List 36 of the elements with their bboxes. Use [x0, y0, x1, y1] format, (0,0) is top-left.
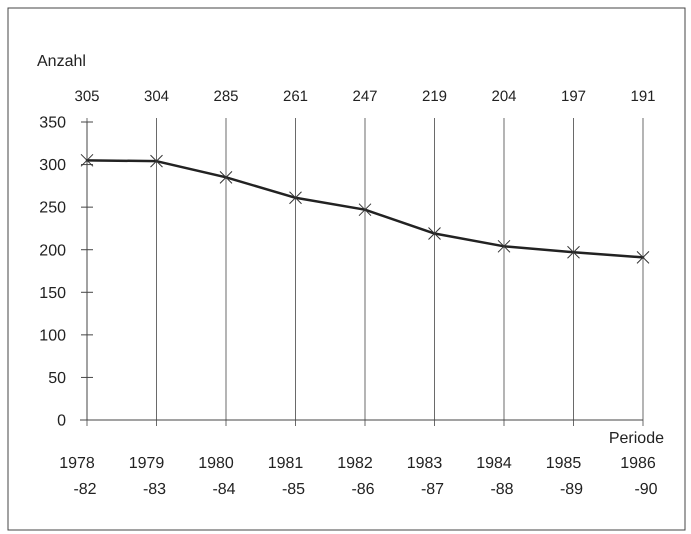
x-axis-title: Periode: [608, 430, 664, 447]
point: [150, 154, 163, 168]
point: [498, 240, 510, 253]
y-tick-label: 350: [39, 114, 66, 132]
data-label: 285: [213, 88, 239, 105]
x-tick-label: 1983 -87: [406, 455, 444, 498]
data-label: 197: [560, 88, 586, 105]
y-tick-label: 250: [39, 200, 66, 217]
y-tick-label: 100: [39, 327, 66, 344]
x-tick-label: 1978 -82: [59, 455, 97, 498]
data-label: 247: [352, 88, 378, 105]
x-tick-label: 1979 -83: [128, 455, 166, 498]
x-tick-label: 1982 -86: [337, 455, 375, 498]
y-axis-title: Anzahl: [37, 53, 86, 70]
data-label: 219: [422, 88, 448, 105]
data-label: 305: [74, 88, 100, 105]
point: [358, 203, 372, 216]
x-tick-label: 1981 -85: [268, 455, 306, 498]
x-tick-label: 1980 -84: [198, 455, 236, 498]
data-label: 304: [144, 88, 170, 105]
point: [567, 246, 580, 259]
point: [636, 250, 650, 264]
data-label: 261: [282, 88, 308, 105]
data-label: 204: [491, 88, 517, 105]
x-tick-label: 1984 -88: [476, 455, 514, 498]
x-tick-label: 1985 -89: [546, 455, 584, 498]
point: [289, 191, 302, 204]
data-label: 191: [630, 88, 656, 105]
y-tick-label: 200: [39, 242, 66, 260]
y-tick-label: 150: [39, 284, 66, 302]
x-tick-label: 1986 -90: [620, 455, 658, 498]
y-tick-label: 300: [39, 157, 66, 174]
y-tick-label: 50: [48, 370, 66, 388]
point: [428, 227, 441, 240]
point: [220, 170, 232, 184]
y-tick-label: 0: [57, 412, 66, 430]
